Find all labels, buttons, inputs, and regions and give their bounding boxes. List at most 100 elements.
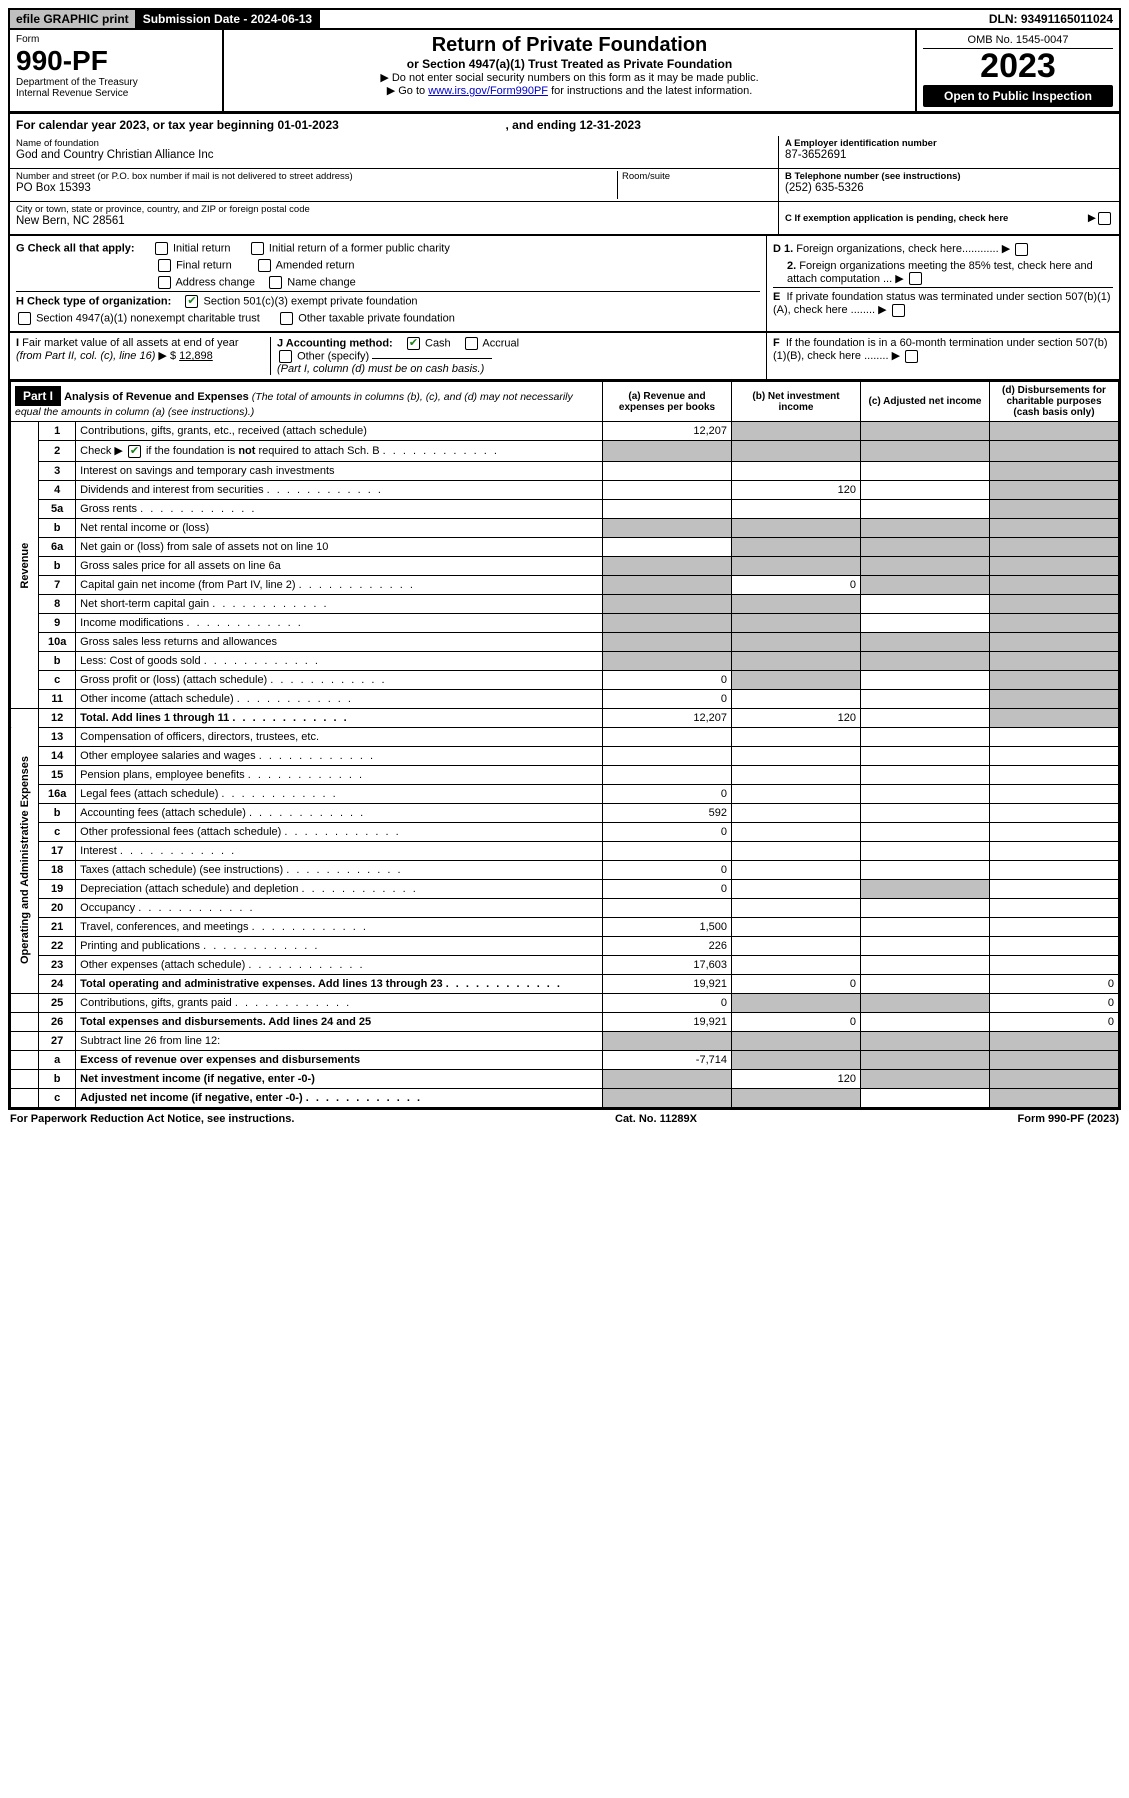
- city-label: City or town, state or province, country…: [16, 204, 772, 215]
- line-desc: Excess of revenue over expenses and disb…: [76, 1050, 603, 1069]
- note2-pre: ▶ Go to: [387, 85, 428, 97]
- line-num: 3: [39, 461, 76, 480]
- arrow-icon: ▶: [878, 303, 886, 316]
- line-num: c: [39, 670, 76, 689]
- line-desc: Gross sales less returns and allowances: [76, 632, 603, 651]
- line-desc: Net rental income or (loss): [76, 518, 603, 537]
- amt-a: 0: [603, 993, 732, 1012]
- form-header: Form 990-PF Department of the Treasury I…: [8, 30, 1121, 113]
- footer-mid: Cat. No. 11289X: [615, 1113, 697, 1125]
- accrual-checkbox[interactable]: [465, 337, 478, 350]
- line-desc: Taxes (attach schedule) (see instruction…: [76, 860, 603, 879]
- line-num: 11: [39, 689, 76, 708]
- dept-label: Department of the Treasury: [16, 77, 216, 88]
- g-row2: Final return Amended return: [16, 257, 760, 274]
- j-label: J Accounting method:: [277, 337, 393, 349]
- phone-label: B Telephone number (see instructions): [785, 171, 1113, 182]
- line-num: 13: [39, 727, 76, 746]
- line-desc: Occupancy: [76, 898, 603, 917]
- line-num: 20: [39, 898, 76, 917]
- cash-checkbox[interactable]: [407, 337, 420, 350]
- d1-row: D 1. D 1. Foreign organizations, check h…: [773, 240, 1113, 258]
- 4947-checkbox[interactable]: [18, 312, 31, 325]
- line-desc: Net short-term capital gain: [76, 594, 603, 613]
- foreign-85-checkbox[interactable]: [909, 272, 922, 285]
- h-other: Other taxable private foundation: [298, 312, 455, 324]
- amended-return-checkbox[interactable]: [258, 259, 271, 272]
- line-desc: Net gain or (loss) from sale of assets n…: [76, 537, 603, 556]
- amt-a: 0: [603, 670, 732, 689]
- other-taxable-checkbox[interactable]: [280, 312, 293, 325]
- line-num: b: [39, 518, 76, 537]
- line-desc: Interest: [76, 841, 603, 860]
- g-label: G Check all that apply:: [16, 242, 135, 254]
- note2-post: for instructions and the latest informat…: [551, 85, 752, 97]
- line-num: 15: [39, 765, 76, 784]
- line-num: 5a: [39, 499, 76, 518]
- line-desc: Travel, conferences, and meetings: [76, 917, 603, 936]
- fmv-value: 12,898: [179, 350, 213, 362]
- form-note-2: ▶ Go to www.irs.gov/Form990PF for instru…: [230, 84, 909, 97]
- line-desc: Gross rents: [76, 499, 603, 518]
- line-desc: Legal fees (attach schedule): [76, 784, 603, 803]
- line-desc: Other professional fees (attach schedule…: [76, 822, 603, 841]
- arrow-icon: ▶: [1088, 212, 1096, 224]
- 501c3-checkbox[interactable]: [185, 295, 198, 308]
- arrow-icon: ▶: [895, 272, 903, 285]
- amt-d: 0: [990, 1012, 1119, 1031]
- line-desc: Total. Add lines 1 through 11: [76, 708, 603, 727]
- line-desc: Capital gain net income (from Part IV, l…: [76, 575, 603, 594]
- line-desc: Compensation of officers, directors, tru…: [76, 727, 603, 746]
- name-label: Name of foundation: [16, 138, 772, 149]
- terminated-checkbox[interactable]: [892, 304, 905, 317]
- name-change-checkbox[interactable]: [269, 276, 282, 289]
- g-initial: Initial return: [173, 242, 230, 254]
- foreign-org-checkbox[interactable]: [1015, 243, 1028, 256]
- analysis-table: Part I Analysis of Revenue and Expenses …: [10, 381, 1119, 1108]
- line-desc: Income modifications: [76, 613, 603, 632]
- part1-label: Part I: [15, 386, 61, 406]
- form-note-1: ▶ Do not enter social security numbers o…: [230, 71, 909, 84]
- line-desc: Total expenses and disbursements. Add li…: [76, 1012, 603, 1031]
- line-num: 1: [39, 422, 76, 441]
- initial-return-checkbox[interactable]: [155, 242, 168, 255]
- amt-a: -7,714: [603, 1050, 732, 1069]
- address: PO Box 15393: [16, 182, 613, 194]
- schb-checkbox[interactable]: [128, 445, 141, 458]
- line-desc: Subtract line 26 from line 12:: [76, 1031, 603, 1050]
- line-num: 25: [39, 993, 76, 1012]
- line-desc: Contributions, gifts, grants, etc., rece…: [76, 422, 603, 441]
- 60month-checkbox[interactable]: [905, 350, 918, 363]
- initial-former-checkbox[interactable]: [251, 242, 264, 255]
- line-num: 14: [39, 746, 76, 765]
- city: New Bern, NC 28561: [16, 215, 772, 227]
- line-desc: Check ▶ if the foundation is not require…: [76, 441, 603, 462]
- line-num: 23: [39, 955, 76, 974]
- expenses-side-label: Operating and Administrative Expenses: [11, 727, 39, 993]
- amt-a: 12,207: [603, 708, 732, 727]
- amt-a: 0: [603, 860, 732, 879]
- form-id-block: Form 990-PF Department of the Treasury I…: [10, 30, 224, 111]
- part1-title: Analysis of Revenue and Expenses: [64, 391, 249, 403]
- calendar-year-line: For calendar year 2023, or tax year begi…: [8, 113, 1121, 136]
- col-a-header: (a) Revenue and expenses per books: [603, 382, 732, 422]
- exemption-pending-checkbox[interactable]: [1098, 212, 1111, 225]
- other-method-checkbox[interactable]: [279, 350, 292, 363]
- entity-info: Name of foundation God and Country Chris…: [8, 136, 1121, 236]
- line-num: 2: [39, 441, 76, 462]
- amt-c: [861, 422, 990, 441]
- amt-a: 12,207: [603, 422, 732, 441]
- address-change-checkbox[interactable]: [158, 276, 171, 289]
- amt-b: 120: [732, 1069, 861, 1088]
- line-num: 18: [39, 860, 76, 879]
- final-return-checkbox[interactable]: [158, 259, 171, 272]
- g-row: G Check all that apply: Initial return I…: [16, 240, 760, 257]
- form-subtitle: or Section 4947(a)(1) Trust Treated as P…: [230, 57, 909, 71]
- line-desc: Other employee salaries and wages: [76, 746, 603, 765]
- line-num: 4: [39, 480, 76, 499]
- instructions-link[interactable]: www.irs.gov/Form990PF: [428, 85, 548, 97]
- amt-b: 120: [732, 480, 861, 499]
- amt-d: [990, 422, 1119, 441]
- j-other: Other (specify): [297, 350, 369, 362]
- line-desc: Accounting fees (attach schedule): [76, 803, 603, 822]
